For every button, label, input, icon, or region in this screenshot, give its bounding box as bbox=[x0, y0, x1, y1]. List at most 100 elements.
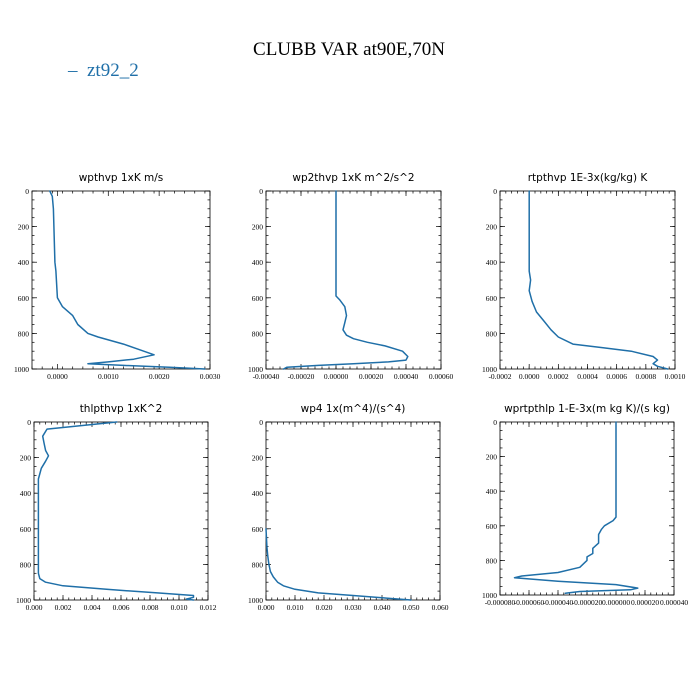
x-tick-label: 0.0006 bbox=[606, 372, 627, 381]
legend: – zt92_2 bbox=[67, 60, 139, 81]
legend-label: zt92_2 bbox=[87, 60, 139, 81]
y-tick-label: 0 bbox=[25, 187, 29, 196]
x-tick-label: 0.0004 bbox=[577, 372, 598, 381]
plot-frame bbox=[33, 421, 209, 601]
y-tick-label: 600 bbox=[486, 522, 498, 531]
y-tick-label: 200 bbox=[18, 223, 30, 232]
y-tick-label: 1000 bbox=[482, 591, 497, 600]
y-tick-label: 0 bbox=[493, 418, 497, 427]
y-tick-label: 400 bbox=[486, 487, 498, 496]
y-tick-label: 0 bbox=[27, 418, 31, 427]
plot-frame bbox=[499, 421, 675, 596]
x-tick-label: 0.00060 bbox=[429, 372, 454, 381]
chart-panel-6: wprtpthlp 1-E-3x(m kg K)/(s kg) -0.000080… bbox=[482, 403, 688, 607]
x-tick-label: 0.050 bbox=[403, 603, 420, 612]
x-tick-label: 0.010 bbox=[171, 603, 188, 612]
y-tick-label: 800 bbox=[20, 560, 32, 569]
x-tick-label: -0.00040 bbox=[253, 372, 280, 381]
chart-panel-2: wp2thvp 1xK m^2/s^2 -0.00040 -0.00020 0.000… bbox=[248, 172, 453, 381]
y-tick-label: 600 bbox=[486, 294, 498, 303]
chart-panel-1: wpthvp 1xK m/s 0.0000 0.0010 0.0020 0.0030 0 2… bbox=[14, 172, 221, 381]
x-tick-label: 0.004 bbox=[84, 603, 101, 612]
plot-frame bbox=[265, 190, 442, 370]
x-tick-label: 0.00040 bbox=[394, 372, 419, 381]
y-tick-label: 400 bbox=[486, 258, 498, 267]
y-tick-label: 1000 bbox=[16, 596, 31, 605]
x-tick-label: -0.00020 bbox=[288, 372, 315, 381]
chart-panels: wpthvp 1xK m/s0.0000 0.0010 0.0020 0.003002… bbox=[14, 172, 688, 612]
y-tick-label: 0 bbox=[493, 187, 497, 196]
y-tick-label: 0 bbox=[259, 418, 263, 427]
y-tick-label: 600 bbox=[20, 525, 32, 534]
y-tick-label: 800 bbox=[486, 556, 498, 565]
x-tick-label: 0.0002 bbox=[548, 372, 569, 381]
y-tick-label: 0 bbox=[259, 187, 263, 196]
x-tick-label: 0.000000 bbox=[602, 598, 630, 607]
figure-title: CLUBB VAR at90E,70N bbox=[253, 39, 445, 60]
y-tick-label: 600 bbox=[252, 525, 264, 534]
series-line bbox=[49, 190, 206, 370]
series-line bbox=[282, 190, 409, 370]
x-tick-label: 0.0000 bbox=[47, 372, 68, 381]
panel-title: wp2thvp 1xK m^2/s^2 bbox=[292, 172, 414, 184]
x-tick-label: 0.0020 bbox=[149, 372, 170, 381]
x-tick-label: 0.002 bbox=[55, 603, 72, 612]
y-tick-label: 600 bbox=[18, 294, 30, 303]
panel-title: wprtpthlp 1-E-3x(m kg K)/(s kg) bbox=[504, 403, 670, 415]
x-tick-label: 0.0010 bbox=[665, 372, 686, 381]
panel-title: rtpthvp 1E-3x(kg/kg) K bbox=[528, 172, 649, 184]
x-tick-label: 0.000 bbox=[258, 603, 275, 612]
x-tick-label: 0.010 bbox=[287, 603, 304, 612]
series-line bbox=[528, 190, 669, 370]
x-tick-label: 0.0008 bbox=[636, 372, 657, 381]
y-tick-label: 1000 bbox=[248, 596, 263, 605]
x-tick-label: -0.0002 bbox=[488, 372, 511, 381]
y-tick-label: 200 bbox=[252, 454, 264, 463]
y-tick-label: 200 bbox=[486, 223, 498, 232]
plot-frame bbox=[265, 421, 441, 601]
x-tick-label: 0.006 bbox=[113, 603, 130, 612]
y-tick-label: 1000 bbox=[482, 365, 497, 374]
y-tick-label: 400 bbox=[252, 489, 264, 498]
series-line bbox=[513, 421, 639, 595]
plot-frame bbox=[499, 190, 676, 370]
x-tick-label: 0.0000 bbox=[519, 372, 540, 381]
x-tick-label: 0.000020 bbox=[631, 598, 659, 607]
x-tick-label: 0.00000 bbox=[324, 372, 349, 381]
x-tick-label: 0.060 bbox=[432, 603, 449, 612]
y-tick-label: 800 bbox=[252, 560, 264, 569]
y-tick-label: 400 bbox=[20, 489, 32, 498]
x-tick-label: 0.020 bbox=[316, 603, 333, 612]
y-tick-label: 600 bbox=[252, 294, 264, 303]
y-tick-label: 400 bbox=[252, 258, 264, 267]
y-tick-label: 400 bbox=[18, 258, 30, 267]
y-tick-label: 800 bbox=[252, 329, 264, 338]
chart-panel-3: rtpthvp 1E-3x(kg/kg) K -0.0002 0.0000 0.000… bbox=[482, 172, 686, 381]
y-tick-label: 200 bbox=[252, 223, 264, 232]
y-tick-label: 800 bbox=[486, 329, 498, 338]
x-tick-label: -0.000060 bbox=[514, 598, 545, 607]
chart-panel-4: thlpthvp 1xK^2 0.000 0.002 0.004 0.006 0.008 0… bbox=[16, 403, 217, 612]
series-line bbox=[37, 421, 195, 601]
x-tick-label: 0.012 bbox=[200, 603, 217, 612]
plot-frame bbox=[31, 190, 211, 370]
panel-title: thlpthvp 1xK^2 bbox=[80, 403, 163, 415]
x-tick-label: 0.000 bbox=[26, 603, 43, 612]
chart-panel-5: wp4 1x(m^4)/(s^4) 0.000 0.010 0.020 0.030 0.0… bbox=[248, 403, 449, 612]
panel-title: wp4 1x(m^4)/(s^4) bbox=[301, 403, 406, 415]
y-tick-label: 800 bbox=[18, 329, 30, 338]
y-tick-label: 1000 bbox=[248, 365, 263, 374]
y-tick-label: 1000 bbox=[14, 365, 29, 374]
x-tick-label: 0.030 bbox=[345, 603, 362, 612]
x-tick-label: 0.00020 bbox=[359, 372, 384, 381]
series-line bbox=[265, 528, 412, 601]
legend-dash: – bbox=[67, 60, 78, 81]
x-tick-label: 0.040 bbox=[374, 603, 391, 612]
x-tick-label: 0.000040 bbox=[660, 598, 688, 607]
y-tick-label: 200 bbox=[486, 453, 498, 462]
x-tick-label: -0.000040 bbox=[543, 598, 574, 607]
x-tick-label: 0.0030 bbox=[200, 372, 221, 381]
x-tick-label: 0.0010 bbox=[98, 372, 119, 381]
panel-title: wpthvp 1xK m/s bbox=[79, 172, 164, 184]
